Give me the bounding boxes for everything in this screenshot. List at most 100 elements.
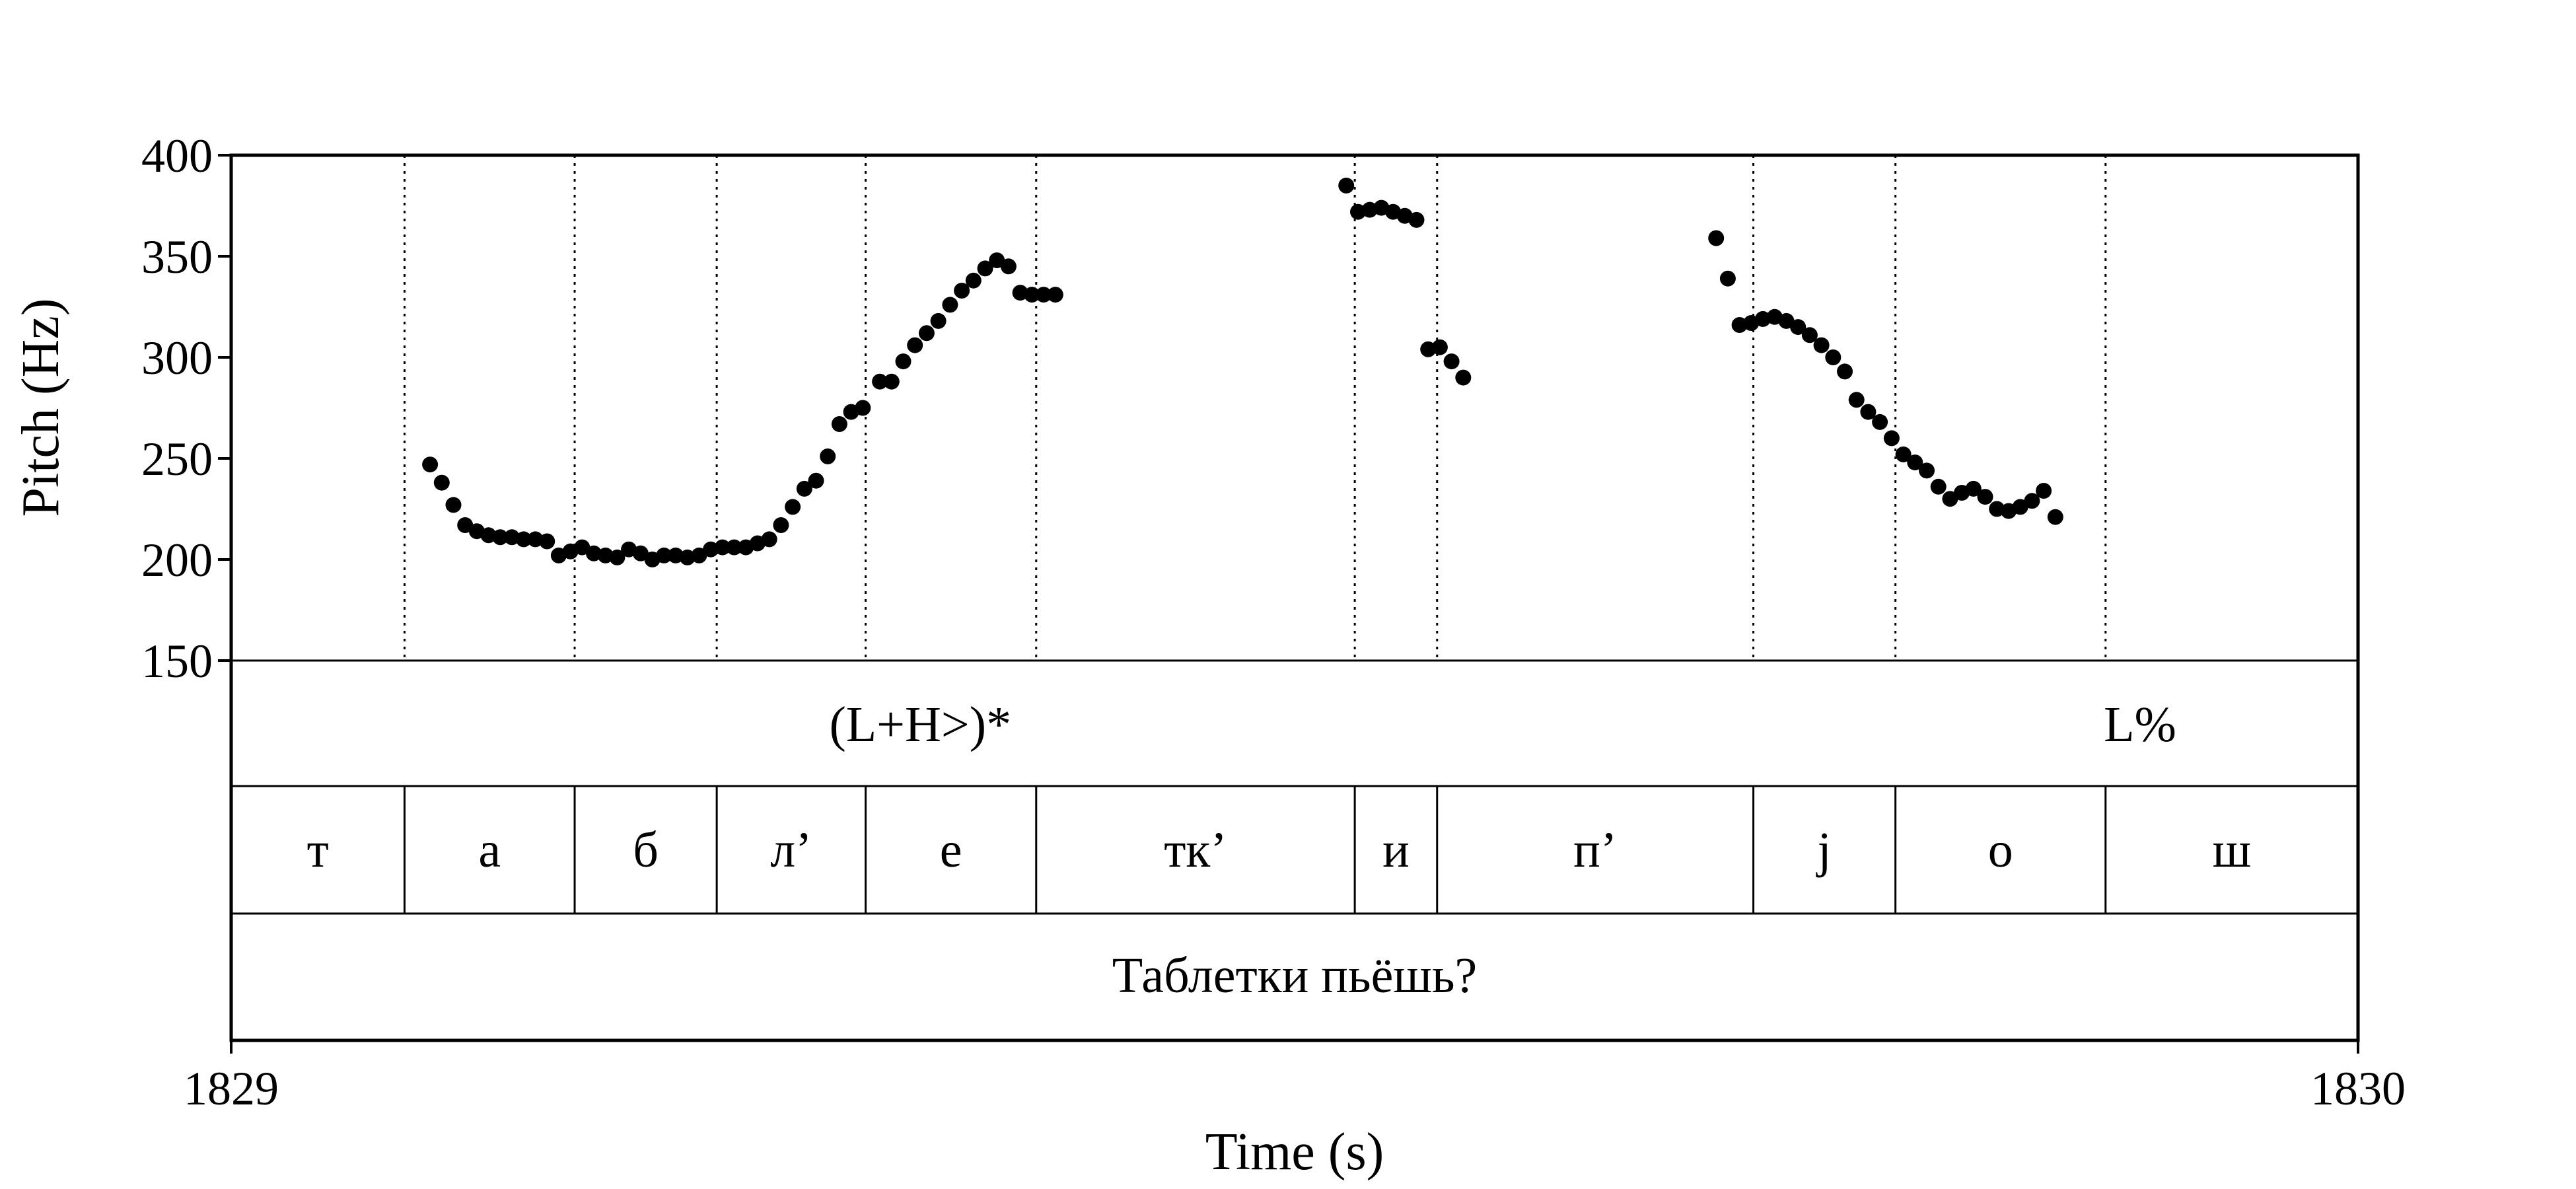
pitch-point — [1431, 339, 1448, 355]
pitch-point — [1848, 392, 1865, 408]
segment-label: тк’ — [1164, 822, 1227, 878]
pitch-point — [691, 547, 707, 563]
pitch-point — [773, 517, 789, 533]
pitch-point — [1907, 454, 1923, 471]
word-tier: Таблетки пьёшь? — [1112, 948, 1477, 1003]
y-tick-label: 200 — [141, 534, 213, 587]
pitch-point — [989, 252, 1005, 269]
segment-label: л’ — [770, 822, 812, 878]
segment-label: j — [1816, 822, 1832, 878]
pitch-point — [703, 541, 719, 558]
pitch-point — [1837, 363, 1853, 380]
pitch-point — [872, 373, 888, 390]
y-tick-label: 150 — [141, 635, 213, 688]
segment-label: т — [307, 822, 329, 878]
pitch-point — [1719, 270, 1736, 287]
segment-label: ш — [2213, 822, 2252, 878]
tone-label: L% — [2104, 697, 2176, 752]
pitch-point — [656, 547, 672, 563]
pitch-point — [1801, 327, 1818, 343]
pitch-point — [609, 549, 626, 565]
y-tick-label: 300 — [141, 332, 213, 384]
pitch-point — [1443, 353, 1460, 370]
word-label: Таблетки пьёшь? — [1112, 948, 1477, 1003]
pitch-point — [1361, 201, 1378, 218]
pitch-point — [1860, 404, 1877, 420]
y-tick-label: 350 — [141, 231, 213, 283]
pitch-point — [907, 337, 923, 353]
segment-label: о — [1988, 822, 2013, 878]
pitch-point — [1977, 489, 1993, 505]
pitch-point — [457, 517, 474, 533]
segment-label: б — [633, 822, 659, 878]
pitch-point — [942, 297, 958, 313]
segment-label: и — [1382, 822, 1410, 878]
x-tick-label-start: 1829 — [184, 1062, 279, 1115]
y-axis-label: Pitch (Hz) — [12, 298, 70, 517]
pitch-point — [597, 547, 614, 563]
pitch-point — [2024, 493, 2040, 509]
pitch-point — [1883, 430, 1900, 447]
pitch-point — [1455, 369, 1472, 386]
pitch-point — [574, 539, 590, 556]
pitch-point — [1895, 446, 1912, 462]
y-tick-label: 250 — [141, 433, 213, 486]
segment-boundary-lines — [403, 155, 2107, 914]
pitch-point — [504, 529, 520, 546]
pitch-point — [1708, 230, 1725, 246]
pitch-point — [918, 325, 935, 342]
pitch-point — [1813, 337, 1830, 353]
pitch-point — [2012, 499, 2028, 515]
pitch-point — [785, 499, 801, 515]
pitch-points — [422, 177, 2063, 567]
segment-label: п’ — [1573, 822, 1617, 878]
pitch-point — [796, 480, 812, 497]
pitch-point — [2036, 483, 2052, 499]
plot-frame — [229, 153, 2360, 1054]
pitch-point — [1755, 310, 1771, 327]
segment-label: е — [940, 822, 962, 878]
pitch-point — [679, 549, 696, 565]
pitch-point — [1930, 478, 1947, 495]
pitch-point — [1047, 287, 1063, 303]
pitch-point — [883, 373, 900, 390]
pitch-point — [954, 283, 970, 299]
pitch-point — [831, 416, 847, 432]
pitch-point — [895, 353, 912, 370]
pitch-point — [1024, 287, 1040, 303]
pitch-point — [726, 539, 742, 556]
x-axis-label: Time (s) — [1205, 1123, 1384, 1181]
pitch-point — [1919, 462, 1935, 479]
pitch-point — [1942, 491, 1958, 507]
pitch-point — [539, 533, 555, 550]
pitch-point — [1350, 203, 1366, 220]
pitch-point — [2047, 509, 2063, 525]
pitch-point — [1731, 317, 1748, 333]
segment-tier: т а б л’ е тк’ и п’ j о ш — [307, 822, 2252, 878]
pitch-point — [1338, 177, 1355, 194]
pitch-point — [433, 474, 450, 491]
pitch-point — [668, 547, 684, 563]
pitch-point — [761, 531, 777, 548]
pitch-point — [1420, 341, 1437, 357]
pitch-point — [1872, 414, 1888, 430]
pitch-point — [965, 272, 982, 289]
pitch-point — [1825, 349, 1842, 365]
pitch-point — [527, 531, 544, 548]
x-tick-label-end: 1830 — [2310, 1062, 2406, 1115]
pitch-point — [1036, 287, 1052, 303]
pitch-point — [1989, 501, 2005, 517]
pitch-point — [1790, 319, 1807, 336]
pitch-point — [1965, 480, 1982, 497]
pitch-point — [977, 260, 993, 277]
pitch-point — [820, 448, 836, 464]
pitch-point — [632, 545, 649, 561]
pitch-point — [714, 539, 731, 556]
pitch-point — [445, 497, 462, 513]
pitch-point — [586, 545, 602, 561]
pitch-point — [808, 472, 824, 489]
pitch-point — [492, 529, 509, 546]
pitch-point — [1000, 258, 1017, 275]
pitch-point — [515, 531, 532, 548]
